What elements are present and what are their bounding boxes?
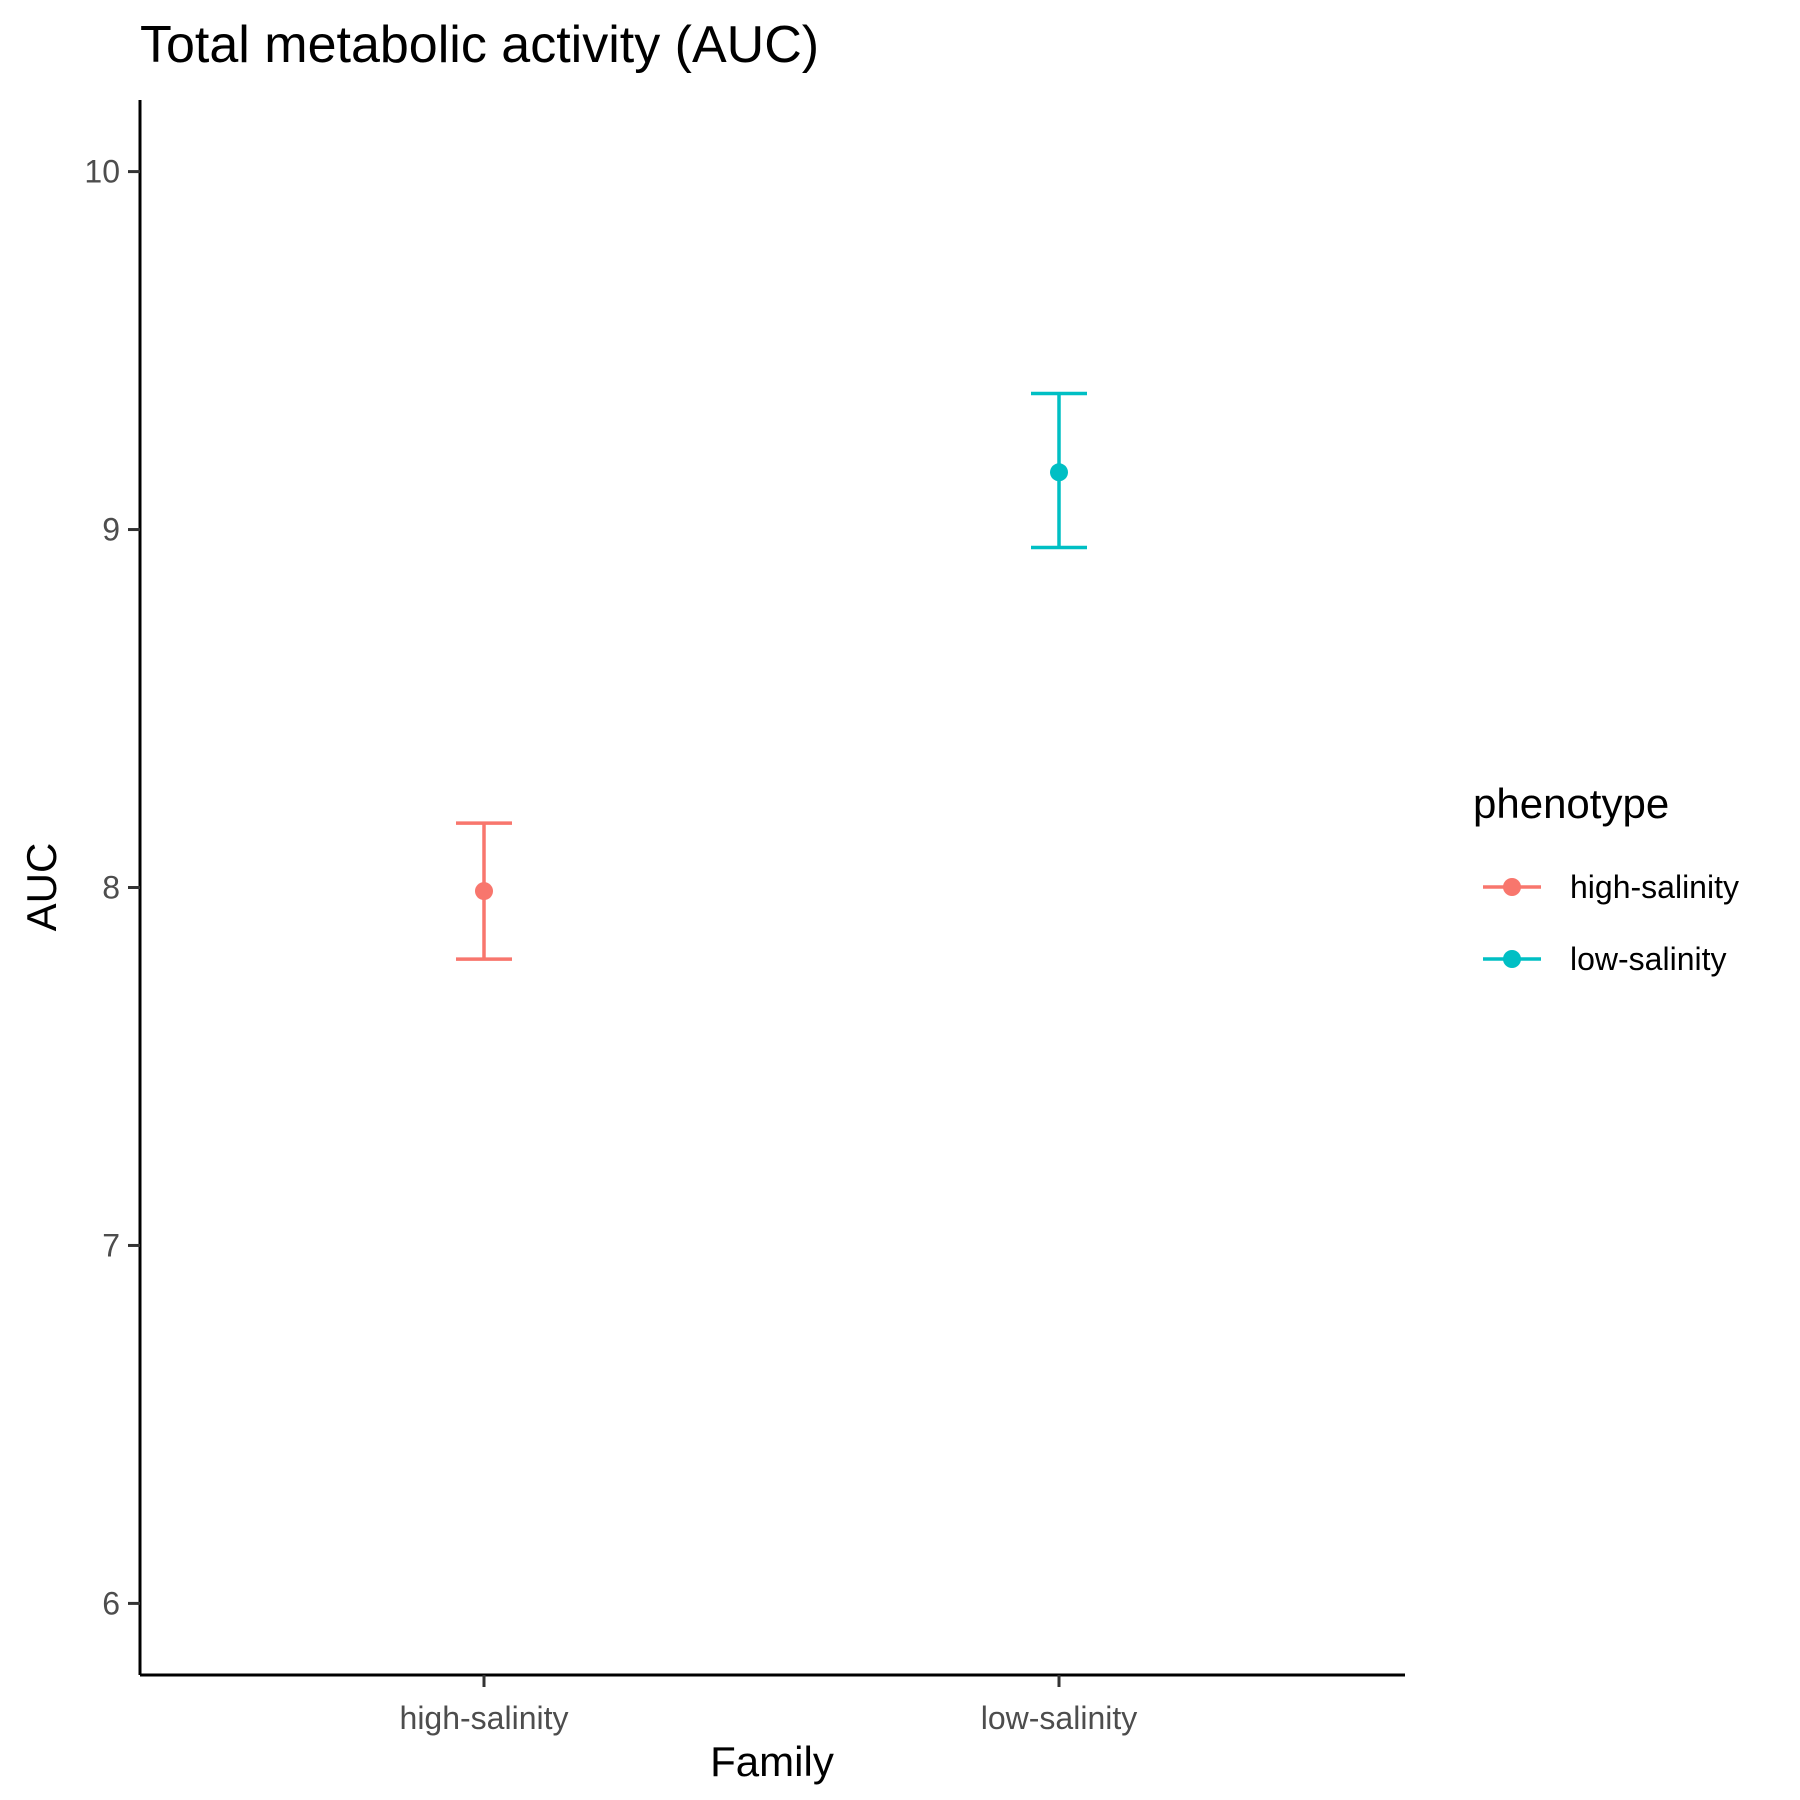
data-point-low-salinity [1050,463,1068,482]
x-ticks: high-salinity low-salinity [400,1675,1137,1736]
chart-title: Total metabolic activity (AUC) [140,16,819,74]
y-axis-title: AUC [18,843,65,932]
data-point-high-salinity [475,882,493,901]
y-tick-label: 9 [102,512,120,548]
legend-label: high-salinity [1570,869,1739,905]
x-tick-label: low-salinity [981,1700,1137,1736]
legend-key-point [1503,878,1521,896]
legend-items: high-salinity low-salinity [1483,869,1739,977]
y-tick-label: 10 [84,154,120,190]
y-tick-label: 8 [102,870,120,906]
legend-label: low-salinity [1570,941,1726,977]
legend-key-point [1503,950,1521,968]
x-axis-title: Family [710,1738,834,1785]
x-tick-label: high-salinity [400,1700,569,1736]
y-tick-label: 7 [102,1227,120,1263]
legend: phenotype high-salinity low-salinity [1473,780,1739,977]
data-marks [456,391,1087,961]
y-ticks: 6 7 8 9 10 [84,154,140,1621]
y-tick-label: 6 [102,1585,120,1621]
legend-title: phenotype [1473,780,1669,827]
